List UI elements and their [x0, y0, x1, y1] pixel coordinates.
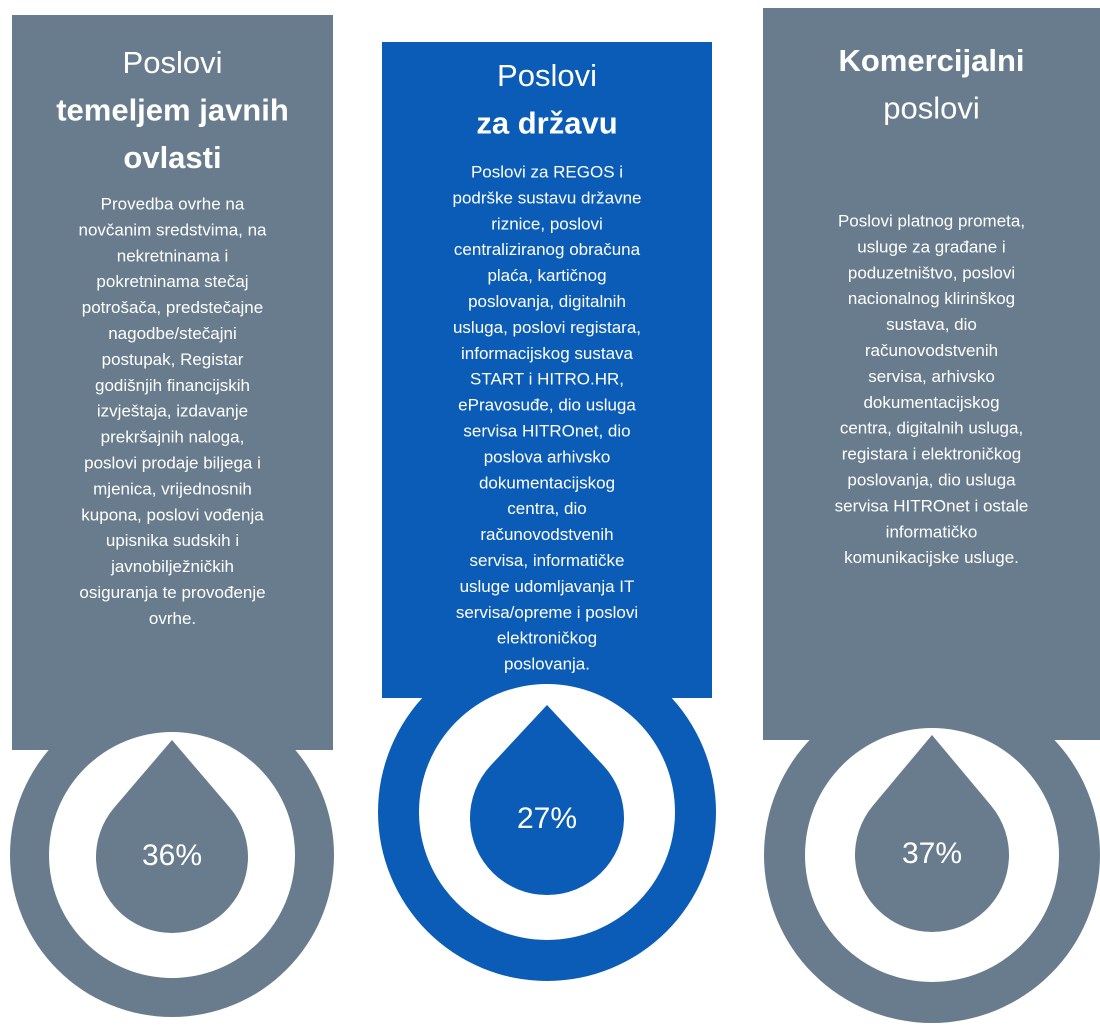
- panel-description: servisa HITROnet, dio: [463, 421, 630, 440]
- panel-title: poslovi: [883, 91, 980, 126]
- panel-description: računovodstvenih: [480, 525, 613, 544]
- panel-description: servisa, informatičke: [470, 551, 625, 570]
- panel-description: poduzetništvo, poslovi: [848, 263, 1015, 282]
- panel-description: centra, dio: [507, 499, 586, 518]
- panel: [763, 8, 1100, 740]
- panel-description: upisnika sudskih i: [106, 531, 239, 550]
- panel-description: ePravosuđe, dio usluga: [458, 396, 636, 415]
- panel-description: dokumentacijskog: [863, 393, 999, 412]
- panel-description: nacionalnog klirinškog: [848, 289, 1015, 308]
- panel-description: računovodstvenih: [865, 341, 998, 360]
- panel-description: potrošača, predstečajne: [82, 298, 263, 317]
- panel-description: servisa, arhivsko: [868, 367, 995, 386]
- panel-description: registara i elektroničkog: [842, 445, 1022, 464]
- panel-description: nagodbe/stečajni: [108, 324, 237, 343]
- panel-description: poslova arhivsko: [484, 447, 611, 466]
- panel-description: ovrhe.: [149, 609, 196, 628]
- panel-description: novčanim sredstvima, na: [78, 220, 267, 239]
- panel-description: Poslovi za REGOS i: [471, 162, 623, 181]
- panel-title: Poslovi: [497, 58, 597, 93]
- panel-title: temeljem javnih: [56, 93, 289, 128]
- panel-description: javnobilježničkih: [110, 557, 234, 576]
- panel-description: podrške sustavu državne: [453, 188, 642, 207]
- panel-description: centraliziranog obračuna: [454, 240, 641, 259]
- panel-description: informacijskog sustava: [461, 344, 634, 363]
- panel-description: poslovanja, dio usluga: [847, 470, 1016, 489]
- share-label: 37%: [902, 837, 962, 870]
- panel-description: riznice, poslovi: [491, 214, 603, 233]
- drop: [96, 740, 249, 933]
- panel-description: servisa/opreme i poslovi: [456, 603, 638, 622]
- panel-description: izvještaja, izdavanje: [97, 402, 248, 421]
- panel-description: postupak, Registar: [102, 350, 244, 369]
- panel-description: informatičko: [886, 522, 978, 541]
- panel: [12, 15, 333, 750]
- panel-description: plaća, kartičnog: [487, 266, 606, 285]
- panel-description: elektroničkog: [497, 629, 597, 648]
- panel-description: poslovanja, digitalnih: [468, 292, 626, 311]
- panel-description: usluga, poslovi registara,: [453, 318, 641, 337]
- panel-description: servisa HITROnet i ostale: [835, 496, 1029, 515]
- panel-description: poslovi prodaje biljega i: [84, 453, 261, 472]
- panel-description: usluge za građane i: [857, 237, 1005, 256]
- panel-description: dokumentacijskog: [479, 473, 615, 492]
- panel-description: Poslovi platnog prometa,: [838, 211, 1025, 230]
- drop: [470, 705, 624, 895]
- panel-title: ovlasti: [123, 140, 221, 175]
- panel-description: centra, digitalnih usluga,: [840, 419, 1023, 438]
- panel-title: Poslovi: [123, 45, 223, 80]
- panel-title: Komercijalni: [838, 43, 1024, 78]
- panel-description: osiguranja te provođenje: [79, 583, 265, 602]
- panel: [382, 42, 712, 698]
- panel-description: kupona, poslovi vođenja: [81, 505, 264, 524]
- share-label: 27%: [517, 802, 577, 835]
- panel-description: komunikacijske usluge.: [844, 548, 1019, 567]
- panel-description: poslovanja.: [504, 655, 590, 674]
- panel-title: za državu: [476, 106, 617, 141]
- panel-description: usluge udomljavanja IT: [460, 577, 635, 596]
- panel-description: Provedba ovrhe na: [101, 194, 245, 213]
- panel-description: prekršajnih naloga,: [101, 428, 245, 447]
- panel-description: START i HITRO.HR,: [470, 370, 624, 389]
- panel-description: sustava, dio: [886, 315, 977, 334]
- panel-description: godišnjih financijskih: [95, 376, 250, 395]
- drop: [855, 735, 1009, 932]
- panel-description: pokretninama stečaj: [96, 272, 248, 291]
- share-label: 36%: [142, 839, 202, 872]
- panel-description: nekretninama i: [117, 246, 229, 265]
- panel-description: mjenica, vrijednosnih: [93, 479, 252, 498]
